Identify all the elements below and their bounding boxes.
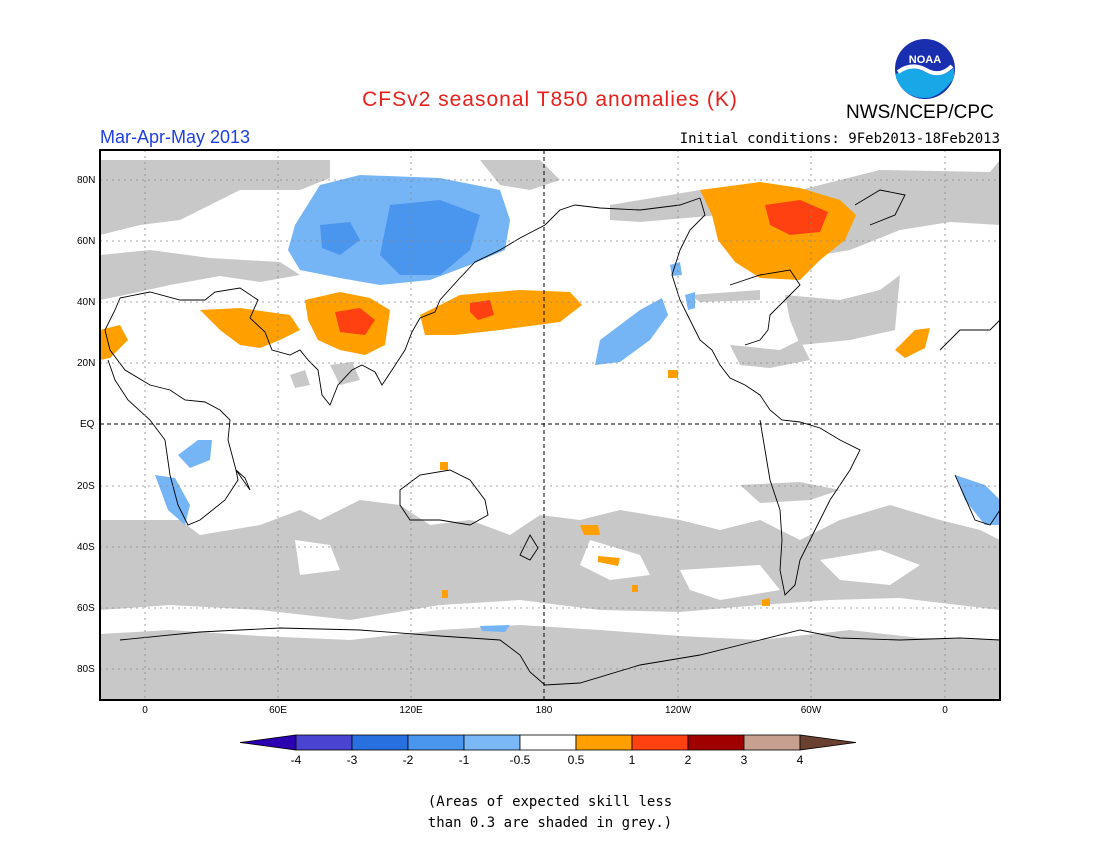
colorbar-arrow-left xyxy=(239,734,297,751)
colorbar-label: 4 xyxy=(796,753,804,767)
lat-label: 20N xyxy=(77,358,96,369)
positive-anomalies xyxy=(100,182,930,606)
strong-positive-anomalies xyxy=(335,200,828,335)
lat-label: EQ xyxy=(80,419,95,430)
north-pacific-warm-anomaly xyxy=(420,290,582,335)
coastlines xyxy=(104,189,1000,686)
colorbar-label: -1 xyxy=(458,753,470,767)
strong-negative-anomalies xyxy=(320,200,480,275)
lon-label: 0 xyxy=(142,705,148,716)
colorbar-swatch xyxy=(351,734,409,751)
lat-label: 80N xyxy=(77,175,96,186)
skill-note-line: (Areas of expected skill less xyxy=(427,794,673,810)
map-frame xyxy=(99,149,1001,701)
colorbar-label: 3 xyxy=(740,753,748,767)
lon-label: 120W xyxy=(664,705,692,716)
colorbar-label: 0.5 xyxy=(567,753,585,767)
north-pacific-cold-anomaly xyxy=(595,298,668,365)
colorbar-swatch xyxy=(687,734,745,751)
lat-label: 60N xyxy=(77,236,96,247)
lon-label: 60E xyxy=(269,705,287,716)
lon-label: 120E xyxy=(399,705,423,716)
colorbar-label: 1 xyxy=(628,753,636,767)
colorbar-swatch xyxy=(463,734,521,751)
colorbar-swatch xyxy=(295,734,353,751)
lon-label: 0 xyxy=(942,705,948,716)
colorbar-swatch xyxy=(743,734,801,751)
lon-grid xyxy=(144,150,946,700)
canada-warm-anomaly xyxy=(700,182,856,280)
colorbar-label: -2 xyxy=(402,753,414,767)
colorbar-swatch xyxy=(407,734,465,751)
noaa-logo-text: NOAA xyxy=(909,54,941,66)
colorbar-label: -3 xyxy=(346,753,358,767)
agency-label: NWS/NCEP/CPC xyxy=(846,102,994,123)
colorbar-swatch xyxy=(631,734,689,751)
lon-label: 180 xyxy=(535,705,553,716)
colorbar-label: -4 xyxy=(290,753,302,767)
map-title: CFSv2 seasonal T850 anomalies (K) xyxy=(362,88,738,111)
lat-grid xyxy=(100,179,1000,670)
skill-note-line: than 0.3 are shaded in grey.) xyxy=(427,815,673,831)
lat-label: 40N xyxy=(77,297,96,308)
skill-note: (Areas of expected skill less than 0.3 a… xyxy=(0,792,1100,834)
lat-label: 20S xyxy=(77,481,95,492)
season-label: Mar-Apr-May 2013 xyxy=(100,127,251,147)
colorbar-swatch xyxy=(575,734,633,751)
colorbar-label: -0.5 xyxy=(509,753,531,767)
lat-label: 60S xyxy=(77,603,95,614)
initial-conditions: Initial conditions: 9Feb2013-18Feb2013 xyxy=(679,131,1000,147)
colorbar-arrow-right xyxy=(799,734,857,751)
colorbar-label: 2 xyxy=(684,753,692,767)
lat-label: 40S xyxy=(77,542,95,553)
lat-label: 80S xyxy=(77,664,95,675)
noaa-logo-icon: NOAA xyxy=(895,39,955,99)
lon-label: 60W xyxy=(800,705,822,716)
colorbar-swatch xyxy=(519,734,577,751)
